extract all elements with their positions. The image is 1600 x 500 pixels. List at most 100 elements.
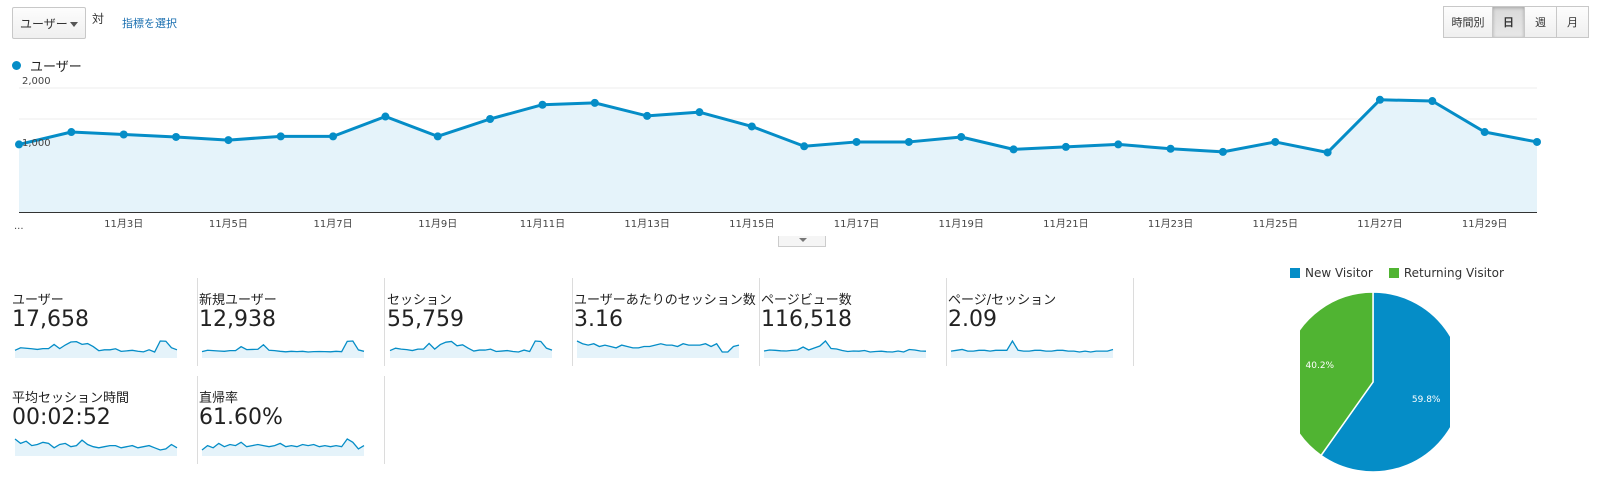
data-point[interactable] (1480, 128, 1489, 137)
scorecard-value: 61.60% (199, 405, 283, 430)
scorecard[interactable]: 平均セッション時間 00:02:52 (12, 376, 198, 464)
data-point[interactable] (1009, 145, 1018, 154)
sparkline (576, 340, 740, 358)
pie-legend-item-returning[interactable]: Returning Visitor (1388, 266, 1504, 280)
data-point[interactable] (1061, 142, 1070, 151)
x-tick-label: 11月5日 (209, 218, 248, 230)
scorecard-value: 17,658 (12, 307, 89, 332)
x-tick-label: 11月17日 (834, 218, 879, 230)
pie-slice-label: 40.2% (1306, 361, 1335, 371)
triangle-down-icon (799, 238, 807, 242)
sparkline (389, 340, 553, 358)
users-line-chart[interactable]: 2,000 1,000... 11月3日 11月5日 11月7日 11月9日 11月11日 1… (0, 72, 1560, 237)
sparkline-area (202, 439, 364, 456)
chart-resize-handle[interactable] (778, 236, 826, 247)
pie-slice[interactable] (1319, 291, 1450, 473)
scorecard-value: 00:02:52 (12, 405, 111, 430)
pie-legend-label: New Visitor (1305, 266, 1373, 280)
select-metric-link[interactable]: 指標を選択 (122, 17, 178, 30)
sparkline (763, 340, 927, 358)
x-tick-label: 11月13日 (624, 218, 669, 230)
data-point[interactable] (1166, 144, 1175, 153)
sparkline (950, 339, 1114, 358)
scorecard-label: 平均セッション時間 (12, 391, 130, 406)
sparkline (201, 438, 365, 456)
sparkline-area (577, 341, 739, 358)
scorecard[interactable]: 直帰率 61.60% (199, 376, 385, 464)
data-point[interactable] (1114, 140, 1123, 149)
pie-legend-swatch (1388, 268, 1399, 278)
scorecard[interactable]: 新規ユーザー 12,938 (199, 278, 385, 366)
sparkline-area (202, 341, 364, 358)
visitor-type-pie-chart[interactable]: 59.8% 40.2% (1300, 290, 1450, 480)
data-point[interactable] (643, 111, 652, 120)
x-tick-label: ... (14, 221, 24, 232)
main-legend-label[interactable]: ユーザー (30, 60, 82, 75)
x-tick-label: 11月29日 (1462, 218, 1507, 230)
y-tick-label: 2,000 (22, 76, 51, 87)
data-point[interactable] (329, 132, 338, 141)
data-point[interactable] (224, 136, 233, 145)
data-point[interactable] (276, 132, 285, 141)
data-point[interactable] (695, 108, 704, 117)
scorecard-label: ユーザーあたりのセッション数 (574, 293, 756, 308)
series-line (18, 98, 1538, 154)
scorecard-label: 直帰率 (199, 391, 239, 406)
scorecard-label: ページビュー数 (761, 293, 852, 308)
scorecard[interactable]: ユーザーあたりのセッション数 3.16 (574, 278, 760, 366)
pie-slice[interactable] (1300, 291, 1374, 457)
period-day-button[interactable]: 日 (1492, 6, 1525, 38)
period-month-button[interactable]: 月 (1556, 6, 1589, 38)
scorecard[interactable]: セッション 55,759 (387, 278, 573, 366)
period-week-button[interactable]: 週 (1524, 6, 1557, 38)
data-point[interactable] (1218, 147, 1227, 156)
sparkline-line (201, 340, 365, 353)
data-point[interactable] (1323, 148, 1332, 157)
scorecard-value: 3.16 (574, 307, 623, 332)
data-point[interactable] (381, 112, 390, 121)
sparkline (201, 340, 365, 358)
period-hourly-button[interactable]: 時間別 (1443, 6, 1493, 38)
metric-select[interactable]: ユーザー (12, 7, 86, 39)
scorecard-value: 12,938 (199, 307, 276, 332)
sparkline-line (576, 340, 740, 353)
data-point[interactable] (1271, 137, 1280, 146)
data-point[interactable] (433, 132, 442, 141)
x-tick-label: 11月27日 (1357, 218, 1402, 230)
pie-legend-label: Returning Visitor (1403, 266, 1504, 280)
data-point[interactable] (119, 130, 128, 139)
sparkline-line (763, 340, 927, 353)
data-point[interactable] (1533, 137, 1541, 146)
scorecard[interactable]: ユーザー 17,658 (12, 278, 198, 366)
data-point[interactable] (852, 137, 861, 146)
chart-toolbar: ユーザー 対 指標を選択 (12, 6, 177, 40)
data-point[interactable] (1375, 95, 1384, 104)
scorecard[interactable]: ページ/セッション 2.09 (948, 278, 1134, 366)
x-tick-label: 11月21日 (1043, 218, 1088, 230)
data-point[interactable] (747, 122, 756, 131)
data-point[interactable] (67, 128, 76, 137)
data-point[interactable] (538, 100, 547, 109)
sparkline-area (15, 341, 177, 358)
data-point[interactable] (486, 115, 495, 123)
x-tick-label: 11月9日 (418, 218, 457, 230)
sparkline-line (950, 339, 1114, 353)
sparkline-area (951, 341, 1113, 358)
data-point[interactable] (957, 132, 966, 141)
x-tick-label: 11月3日 (104, 218, 143, 230)
x-tick-label: 11月19日 (938, 218, 983, 230)
x-tick-label: 11月23日 (1148, 218, 1193, 230)
sparkline-line (389, 340, 553, 353)
x-tick-label: 11月7日 (314, 218, 353, 230)
sparkline-line (14, 438, 178, 451)
data-point[interactable] (590, 98, 599, 107)
pie-legend-item-new[interactable]: New Visitor (1290, 266, 1373, 280)
x-tick-label: 11月11日 (520, 218, 565, 230)
data-point[interactable] (172, 132, 181, 141)
pie-legend: New Visitor Returning Visitor (1290, 266, 1520, 280)
data-point[interactable] (15, 140, 23, 149)
data-point[interactable] (1428, 97, 1437, 106)
data-point[interactable] (904, 137, 913, 146)
data-point[interactable] (800, 142, 809, 151)
scorecard[interactable]: ページビュー数 116,518 (761, 278, 947, 366)
